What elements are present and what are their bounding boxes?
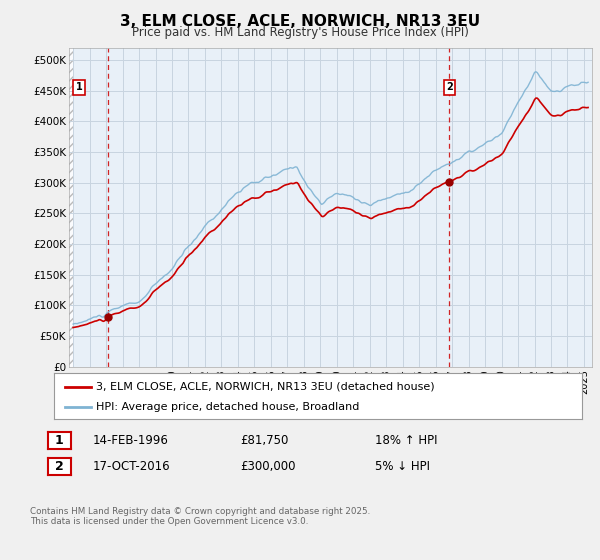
Text: £300,000: £300,000 [240,460,296,473]
Text: 2: 2 [446,82,453,92]
Text: 2: 2 [55,460,64,473]
Text: 17-OCT-2016: 17-OCT-2016 [93,460,170,473]
Text: 14-FEB-1996: 14-FEB-1996 [93,434,169,447]
Text: 1: 1 [55,434,64,447]
Text: Contains HM Land Registry data © Crown copyright and database right 2025.
This d: Contains HM Land Registry data © Crown c… [30,507,370,526]
Text: 18% ↑ HPI: 18% ↑ HPI [375,434,437,447]
Text: 3, ELM CLOSE, ACLE, NORWICH, NR13 3EU (detached house): 3, ELM CLOSE, ACLE, NORWICH, NR13 3EU (d… [96,382,435,392]
Text: 1: 1 [76,82,82,92]
Text: Price paid vs. HM Land Registry's House Price Index (HPI): Price paid vs. HM Land Registry's House … [131,26,469,39]
Text: £81,750: £81,750 [240,434,289,447]
Bar [69,48,73,367]
Text: HPI: Average price, detached house, Broadland: HPI: Average price, detached house, Broa… [96,403,359,412]
Text: 5% ↓ HPI: 5% ↓ HPI [375,460,430,473]
Text: 3, ELM CLOSE, ACLE, NORWICH, NR13 3EU: 3, ELM CLOSE, ACLE, NORWICH, NR13 3EU [120,14,480,29]
